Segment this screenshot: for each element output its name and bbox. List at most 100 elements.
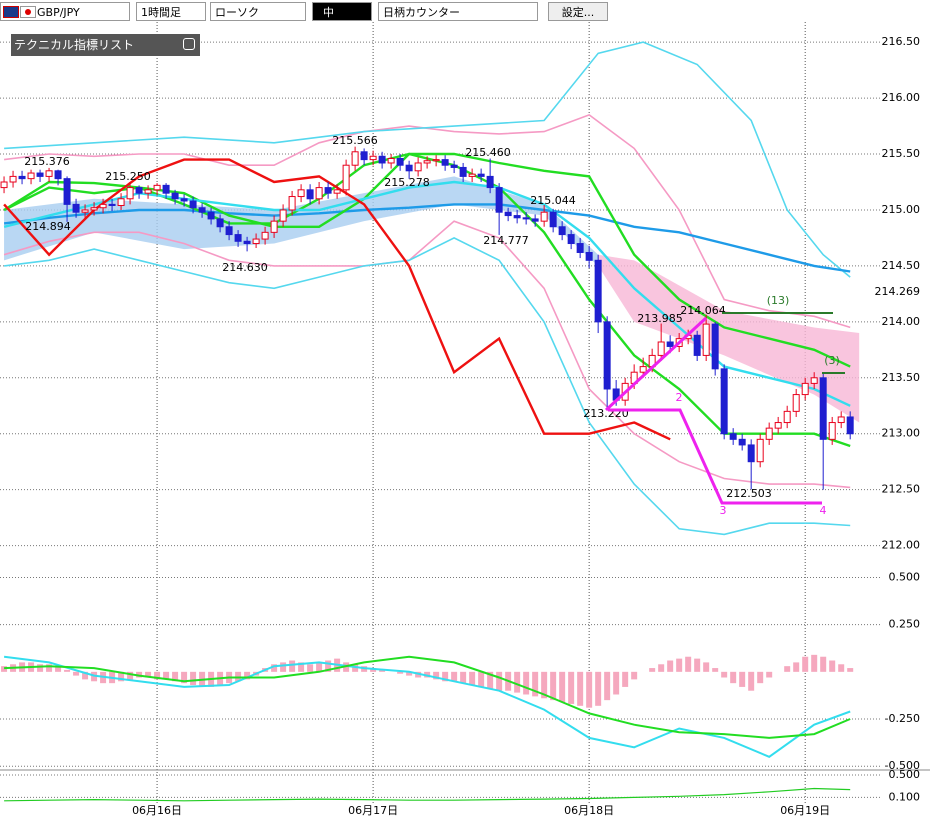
candle-body [774,422,782,429]
histogram-bar [829,660,836,672]
candle-body [54,170,62,180]
histogram-bar [82,671,89,680]
indicator-line [3,655,851,758]
histogram-bar [586,671,593,708]
price-label: 214.894 [25,220,71,233]
candle-body [189,200,197,209]
histogram-bar [739,671,746,687]
candle-body [702,323,710,356]
histogram-bar [190,671,197,686]
histogram-bar [46,664,53,672]
candle-body [459,166,467,177]
settings-button[interactable]: 設定... [548,2,608,21]
counter-input[interactable]: 日柄カウンター [378,2,538,21]
histogram-bar [64,669,71,672]
candle-body [333,189,341,194]
candle-body [693,334,701,356]
histogram-bar [784,666,791,672]
candle-body [351,151,359,166]
histogram-bar [748,671,755,691]
candle-body [846,416,854,435]
price-label: 215.278 [384,176,430,189]
candle-body [468,173,476,177]
candle-body [63,178,71,205]
histogram-bar [631,671,638,680]
histogram-bar [541,671,548,699]
histogram-bar [451,671,458,682]
indicator-panel[interactable]: テクニカル指標リスト [11,34,200,56]
candle-body [135,187,143,194]
y-tick-label: 0.100 [889,790,921,803]
histogram-bar [244,671,251,680]
y-tick-label: 215.00 [882,203,921,216]
candle-body [594,259,602,323]
candle-body [126,187,134,200]
candle-body [90,207,98,211]
candle-body [297,189,305,198]
candle-body [378,155,386,164]
histogram-bar [613,671,620,695]
panel-toggle[interactable] [183,38,195,50]
candle-body [666,341,674,347]
candle-body [495,187,503,213]
indicator-line [3,158,671,441]
y-tick-label: 214.00 [882,315,921,328]
histogram-bar [370,668,377,672]
count-label: (13) [767,294,790,307]
indicator-line [4,655,851,739]
wave-label: 3 [720,504,727,517]
candle-body [180,198,188,202]
price-label: 214.064 [680,304,726,317]
indicator-line [4,113,851,329]
candle-body [0,181,8,189]
cloud [598,254,860,423]
histogram-bar [145,671,152,678]
histogram-bar [37,664,44,672]
candle-body [198,207,206,213]
candle-body [225,226,233,236]
candle-body [783,410,791,424]
timeframe-select[interactable]: 1時間足 [136,2,206,21]
candle-body [504,211,512,217]
price-label: 214.777 [483,234,529,247]
candle-body [765,427,773,440]
wave-line [604,316,708,412]
candle-body [18,175,26,180]
size-select[interactable]: 中 [312,2,372,21]
candle-body [558,226,566,236]
histogram-bar [397,671,404,674]
candle-body [540,211,548,222]
histogram-bar [469,671,476,686]
candle-body [513,215,521,219]
candle-body [756,438,764,463]
candle-body [810,377,818,384]
histogram-bar [352,664,359,672]
candle-body [477,173,485,177]
indicator-line [3,203,851,273]
histogram-bar [307,664,314,672]
histogram-bar [1,666,8,672]
histogram-bar [460,671,467,684]
price-label: 214.630 [222,261,268,274]
x-tick-label: 06月17日 [348,804,398,817]
histogram-bar [595,671,602,706]
candle-body [153,184,161,191]
histogram-bar [298,662,305,672]
candle-body [252,238,260,245]
candle-body [405,164,413,172]
candle-body [720,368,728,435]
indicator-line [4,237,851,536]
candle-body [9,175,17,183]
candle-body [117,198,125,206]
wave-label: 4 [820,504,827,517]
y-tick-label: 216.00 [882,91,921,104]
histogram-bar [820,656,827,672]
histogram-bar [127,671,134,680]
candle-body [270,220,278,233]
histogram-bar [757,671,764,684]
style-select[interactable]: ローソク [210,2,306,21]
candle-body [387,158,395,164]
candle-body [45,170,53,177]
histogram-bar [154,671,161,680]
